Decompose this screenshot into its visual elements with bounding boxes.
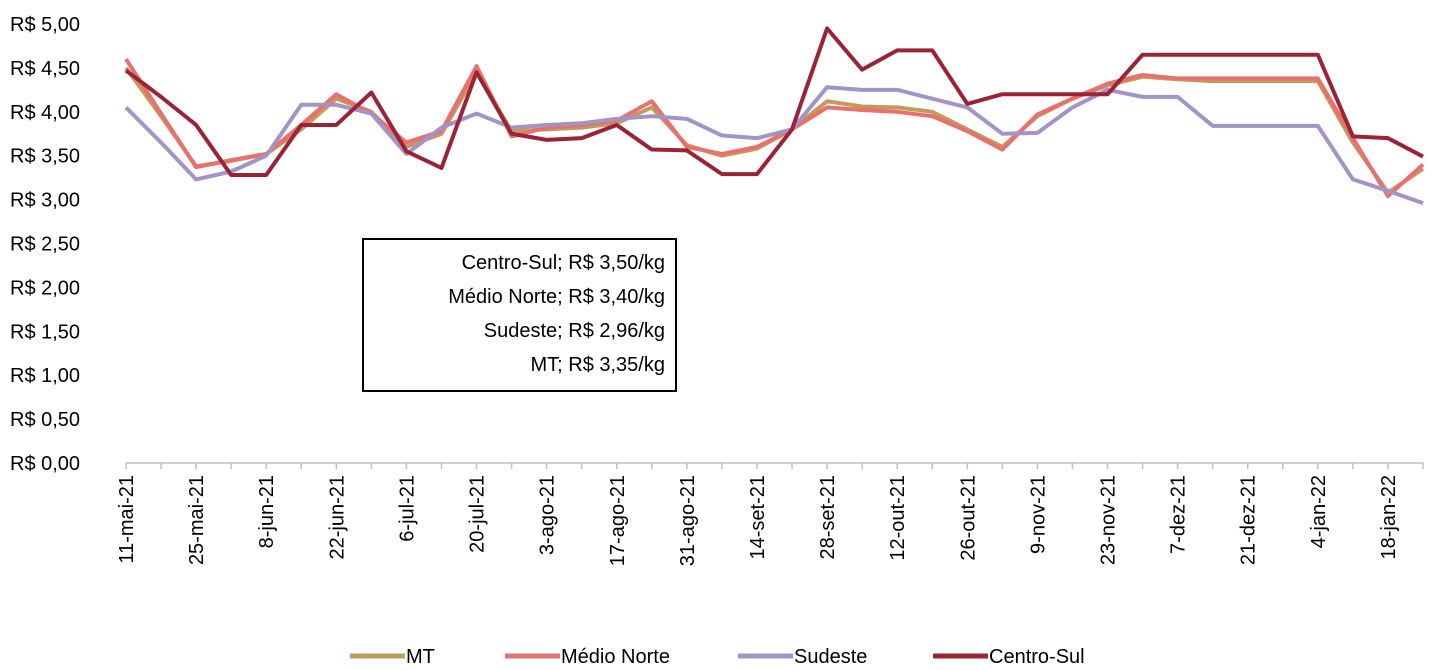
x-tick-label: 11-mai-21 — [116, 475, 138, 564]
y-tick-label: R$ 0,50 — [10, 409, 80, 431]
annotation: Centro-Sul; R$ 3,50/kg — [461, 252, 665, 274]
x-tick-label: 23-nov-21 — [1098, 475, 1120, 565]
legend-label: Sudeste — [794, 646, 867, 668]
y-tick-label: R$ 4,50 — [10, 58, 80, 80]
x-tick-label: 26-out-21 — [957, 475, 979, 561]
x-tick-label: 25-mai-21 — [186, 475, 208, 565]
annotation: MT; R$ 3,35/kg — [530, 354, 665, 376]
x-tick-label: 6-jul-21 — [396, 475, 418, 542]
x-tick-label: 18-jan-22 — [1378, 475, 1400, 560]
legend-label: Centro-Sul — [989, 646, 1085, 668]
y-tick-label: R$ 5,00 — [10, 14, 80, 36]
x-tick-label: 9-nov-21 — [1027, 475, 1049, 554]
y-tick-label: R$ 4,00 — [10, 102, 80, 124]
line — [124, 66, 1425, 195]
x-tick-label: 17-ago-21 — [607, 475, 629, 566]
line — [124, 58, 1425, 199]
x-tick-label: 28-set-21 — [817, 475, 839, 560]
x-tick-label: 4-jan-22 — [1308, 475, 1330, 548]
y-tick-label: R$ 3,00 — [10, 190, 80, 212]
annotation: Sudeste; R$ 2,96/kg — [483, 320, 665, 342]
line — [124, 26, 1424, 178]
x-tick-label: 22-jun-21 — [326, 475, 348, 560]
y-tick-label: R$ 0,00 — [10, 453, 80, 475]
x-tick-label: 8-jun-21 — [256, 475, 278, 548]
y-tick-label: R$ 1,50 — [10, 321, 80, 343]
y-tick-label: R$ 1,00 — [10, 365, 80, 387]
y-tick-label: R$ 3,50 — [10, 146, 80, 168]
legend-label: MT — [406, 646, 435, 668]
legend-label: Médio Norte — [561, 646, 670, 668]
y-tick-label: R$ 2,00 — [10, 277, 80, 299]
x-tick-label: 31-ago-21 — [677, 475, 699, 566]
x-tick-label: 12-out-21 — [887, 475, 909, 561]
line — [124, 85, 1424, 205]
x-tick-label: 3-ago-21 — [537, 475, 559, 555]
x-tick-label: 20-jul-21 — [467, 475, 489, 553]
y-tick-label: R$ 2,50 — [10, 234, 80, 256]
annotation: Médio Norte; R$ 3,40/kg — [448, 286, 665, 308]
x-tick-label: 14-set-21 — [747, 475, 769, 560]
x-tick-label: 7-dez-21 — [1168, 475, 1190, 554]
annotation-box: Centro-Sul; R$ 3,50/kg Médio Norte; R$ 3… — [362, 238, 677, 392]
x-tick-label: 21-dez-21 — [1238, 475, 1260, 565]
